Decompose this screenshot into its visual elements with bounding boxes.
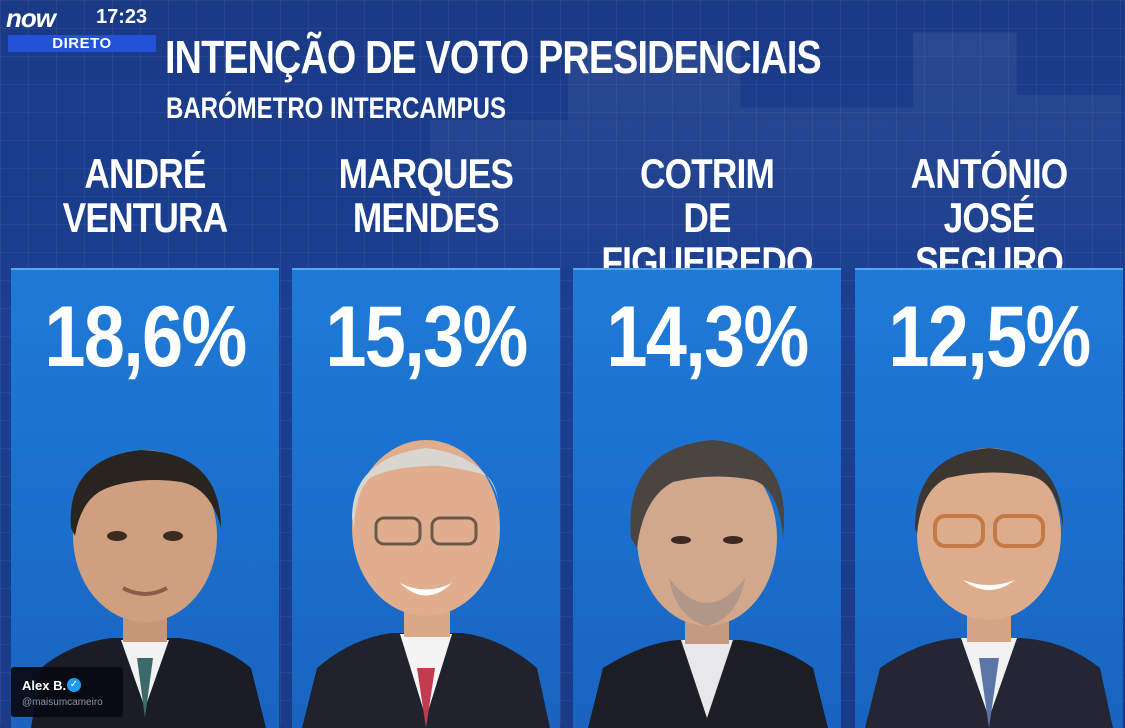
candidate-card-mendes: MARQUES MENDES 15,3% [292, 150, 560, 728]
candidate-panel: 15,3% [292, 268, 560, 728]
candidate-panel: 12,5% [855, 268, 1123, 728]
candidate-card-seguro: ANTÓNIO JOSÉ SEGURO 12,5% [855, 150, 1123, 728]
credit-handle: @maisumcameiro [22, 697, 103, 708]
candidate-panel: 14,3% [573, 268, 841, 728]
candidate-percent: 14,3% [606, 289, 809, 385]
live-badge: DIRETO [8, 35, 156, 52]
candidate-name: MARQUES MENDES [338, 150, 514, 241]
candidate-percent: 12,5% [888, 289, 1091, 385]
channel-logo: now 17:23 DIRETO [6, 3, 156, 53]
candidate-portrait [31, 450, 266, 728]
page-subtitle: BARÓMETRO INTERCAMPUS [166, 92, 506, 125]
verified-badge-icon: ✓ [67, 678, 81, 692]
candidate-name: ANDRÉ VENTURA [62, 150, 228, 241]
channel-name: now [6, 3, 56, 33]
candidate-percent: 18,6% [44, 289, 247, 385]
credit-overlay: Alex B. ✓ @maisumcameiro [11, 667, 123, 717]
candidate-portrait [588, 440, 828, 728]
candidate-card-figueiredo: COTRIM DE FIGUEIREDO 14,3% [573, 150, 841, 728]
candidate-portrait [865, 448, 1113, 728]
candidate-portrait [302, 440, 550, 728]
candidate-name: COTRIM DE FIGUEIREDO [601, 150, 813, 285]
page-title: INTENÇÃO DE VOTO PRESIDENCIAIS [165, 31, 822, 83]
candidate-name: ANTÓNIO JOSÉ SEGURO [910, 150, 1069, 285]
broadcast-time: 17:23 [96, 6, 148, 28]
candidate-percent: 15,3% [325, 289, 528, 385]
candidate-panel: 18,6% [11, 268, 279, 728]
credit-name: Alex B. [22, 678, 67, 693]
candidate-card-ventura: ANDRÉ VENTURA 18,6% [11, 150, 279, 728]
